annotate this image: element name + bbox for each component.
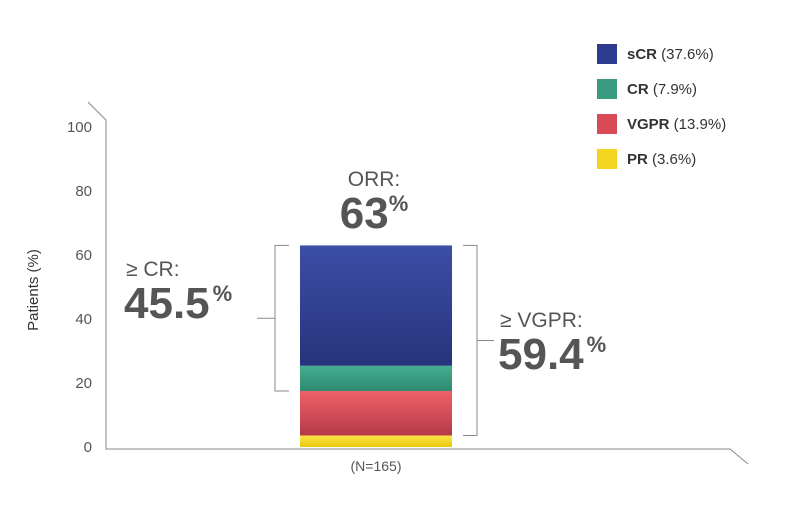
orr-value: 63% — [340, 189, 409, 238]
bar-segment-scr — [300, 245, 452, 366]
brackets — [257, 244, 494, 436]
orr-value-unit: % — [389, 191, 409, 216]
bar-segment-pr — [300, 435, 452, 447]
cr-plus-value-number: 45.5 — [124, 279, 210, 328]
y-tick-label-0: 0 — [84, 439, 92, 456]
orr-value-number: 63 — [340, 189, 389, 238]
y-axis-ticks: 0 20 40 60 80 100 — [67, 119, 92, 456]
bar-segment-cr — [300, 365, 452, 391]
bar-stack — [300, 245, 452, 447]
y-tick-label-20: 20 — [75, 375, 92, 392]
legend-swatch-scr — [597, 44, 617, 64]
vgpr-plus-value: 59.4% — [498, 330, 606, 379]
y-tick-label-100: 100 — [67, 119, 92, 136]
cr-plus-value-unit: % — [213, 281, 233, 306]
y-tick-label-40: 40 — [75, 311, 92, 328]
y-tick-label-80: 80 — [75, 183, 92, 200]
bracket-cr-plus — [274, 244, 289, 392]
legend-swatch-cr — [597, 79, 617, 99]
legend-entry-cr: CR (7.9%) — [627, 81, 697, 98]
y-axis-label: Patients (%) — [25, 249, 42, 331]
cr-plus-label: ≥ CR: — [126, 258, 180, 281]
bar-segment-vgpr — [300, 391, 452, 436]
bracket-vgpr-plus — [463, 244, 478, 436]
legend: sCR (37.6%) CR (7.9%) VGPR (13.9%) PR (3.6%… — [597, 44, 726, 169]
legend-swatch-vgpr — [597, 114, 617, 134]
legend-swatch-pr — [597, 149, 617, 169]
axis-frame — [87, 101, 749, 465]
vgpr-plus-value-number: 59.4 — [498, 330, 584, 379]
y-tick-label-60: 60 — [75, 247, 92, 264]
legend-entry-pr: PR (3.6%) — [627, 151, 696, 168]
vgpr-plus-label: ≥ VGPR: — [500, 309, 583, 332]
x-category-label: (N=165) — [351, 458, 402, 474]
legend-entry-scr: sCR (37.6%) — [627, 46, 714, 63]
cr-plus-value: 45.5% — [124, 279, 232, 328]
orr-label: ORR: — [348, 168, 401, 191]
legend-entry-vgpr: VGPR (13.9%) — [627, 116, 726, 133]
vgpr-plus-value-unit: % — [587, 332, 607, 357]
